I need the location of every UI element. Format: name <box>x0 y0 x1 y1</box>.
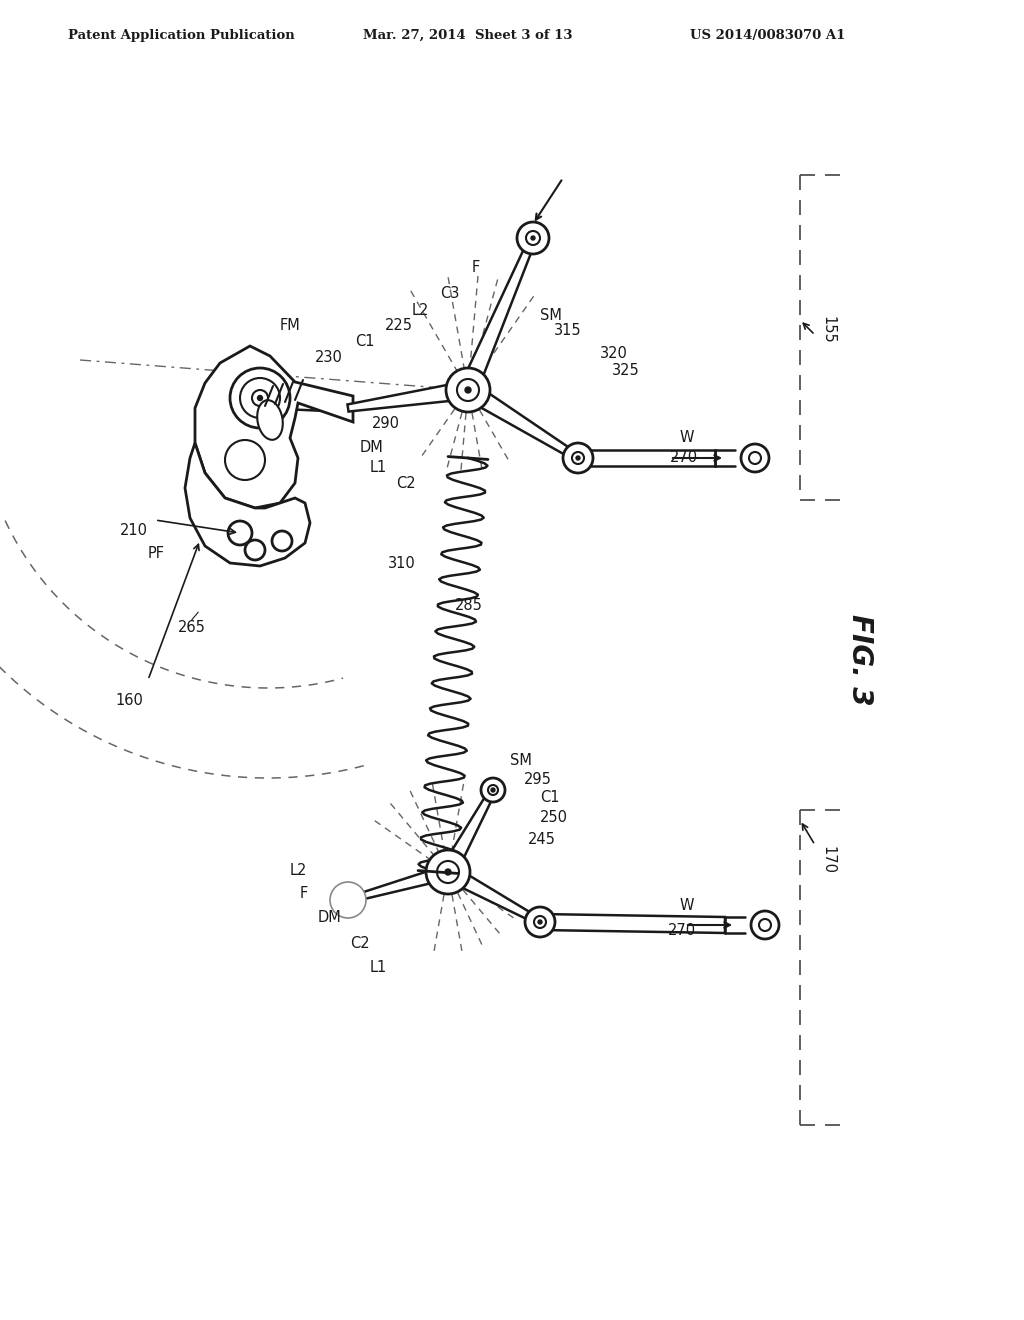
Text: 265: 265 <box>178 620 206 635</box>
Text: FIG. 3: FIG. 3 <box>846 614 874 706</box>
Circle shape <box>759 919 771 931</box>
Text: 210: 210 <box>120 523 148 539</box>
Text: 310: 310 <box>388 556 416 572</box>
Circle shape <box>330 882 366 917</box>
Text: SM: SM <box>540 308 562 323</box>
Circle shape <box>240 378 280 418</box>
Text: L1: L1 <box>370 960 387 975</box>
Polygon shape <box>347 381 469 412</box>
Text: 320: 320 <box>600 346 628 360</box>
Circle shape <box>426 850 470 894</box>
Text: L2: L2 <box>412 304 429 318</box>
Text: FM: FM <box>280 318 301 333</box>
Text: DM: DM <box>360 440 384 455</box>
Text: Mar. 27, 2014  Sheet 3 of 13: Mar. 27, 2014 Sheet 3 of 13 <box>362 29 572 41</box>
Polygon shape <box>460 236 537 393</box>
Circle shape <box>437 861 459 883</box>
Polygon shape <box>463 383 580 461</box>
Polygon shape <box>185 444 310 566</box>
Polygon shape <box>444 865 542 925</box>
Text: 160: 160 <box>115 693 143 708</box>
Text: DM: DM <box>318 909 342 925</box>
Circle shape <box>751 911 779 939</box>
Text: C2: C2 <box>396 477 416 491</box>
Polygon shape <box>441 788 496 876</box>
Circle shape <box>252 389 268 407</box>
Text: PF: PF <box>148 546 165 561</box>
Circle shape <box>517 222 549 253</box>
Text: C3: C3 <box>440 286 460 301</box>
Text: 155: 155 <box>820 315 835 345</box>
Text: C2: C2 <box>350 936 370 950</box>
Text: 270: 270 <box>670 450 698 465</box>
Circle shape <box>490 788 495 792</box>
Text: L1: L1 <box>370 459 387 475</box>
Text: L2: L2 <box>290 863 307 878</box>
Text: 295: 295 <box>524 772 552 787</box>
Circle shape <box>525 907 555 937</box>
Circle shape <box>230 368 290 428</box>
Text: 250: 250 <box>540 810 568 825</box>
Text: 225: 225 <box>385 318 413 333</box>
Circle shape <box>741 444 769 473</box>
Text: 230: 230 <box>315 350 343 366</box>
Circle shape <box>749 451 761 465</box>
Circle shape <box>272 531 292 550</box>
Circle shape <box>445 869 451 875</box>
Circle shape <box>575 455 580 459</box>
Text: 285: 285 <box>455 598 483 612</box>
Text: 245: 245 <box>528 832 556 847</box>
Circle shape <box>446 368 490 412</box>
Circle shape <box>481 777 505 803</box>
Circle shape <box>526 231 540 246</box>
Text: 290: 290 <box>372 416 400 432</box>
Text: W: W <box>680 898 694 913</box>
Polygon shape <box>578 450 715 466</box>
Text: SM: SM <box>510 752 531 768</box>
Circle shape <box>465 387 471 393</box>
Text: F: F <box>300 886 308 902</box>
Polygon shape <box>347 865 450 903</box>
Polygon shape <box>195 346 353 508</box>
Circle shape <box>457 379 479 401</box>
Text: Patent Application Publication: Patent Application Publication <box>68 29 295 41</box>
Circle shape <box>488 785 498 795</box>
Text: C1: C1 <box>540 789 559 805</box>
Text: 270: 270 <box>668 923 696 939</box>
Circle shape <box>225 440 265 480</box>
Text: 170: 170 <box>820 846 835 874</box>
Polygon shape <box>259 388 348 412</box>
Text: 315: 315 <box>554 323 582 338</box>
Circle shape <box>531 236 535 240</box>
Circle shape <box>563 444 593 473</box>
Circle shape <box>228 521 252 545</box>
Circle shape <box>534 916 546 928</box>
Text: 325: 325 <box>612 363 640 378</box>
Text: US 2014/0083070 A1: US 2014/0083070 A1 <box>690 29 846 41</box>
Text: W: W <box>680 430 694 445</box>
Circle shape <box>572 451 584 465</box>
Ellipse shape <box>257 400 283 440</box>
Text: F: F <box>472 260 480 275</box>
Circle shape <box>245 540 265 560</box>
Circle shape <box>257 396 262 400</box>
Text: C1: C1 <box>355 334 375 348</box>
Polygon shape <box>540 913 725 933</box>
Circle shape <box>538 920 542 924</box>
